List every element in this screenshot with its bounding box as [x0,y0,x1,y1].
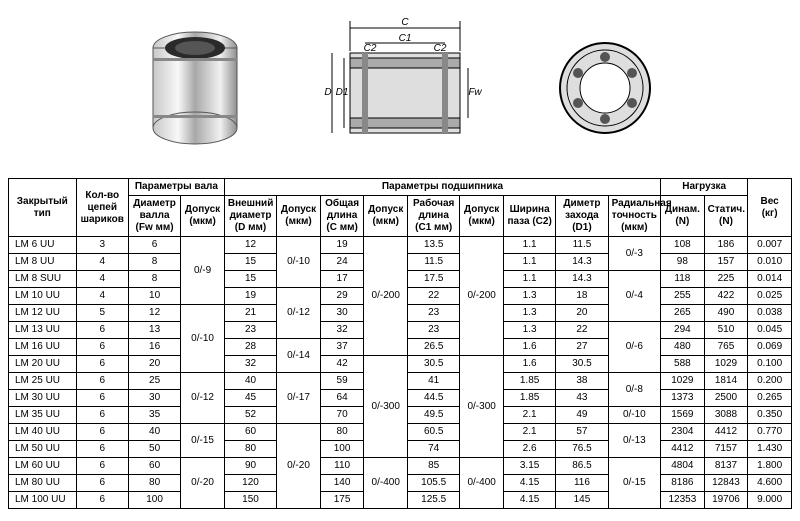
hdr-d1: Диметр захода (D1) [556,196,608,237]
label-D1: D1 [336,87,349,98]
hdr-radial: Радиальная точность (мкм) [608,196,660,237]
hdr-lenc: Общая длина (C мм) [320,196,364,237]
hdr-tol4: Допуск (мкм) [460,196,504,237]
label-D: D [324,87,331,98]
table-row: LM 20 UU62032420/-30030.50/-3001.630.558… [9,356,792,373]
label-Fw: Fw [468,87,482,98]
hdr-shaftd: Диаметр валла (Fw мм) [128,196,180,237]
label-C2b: C2 [434,43,447,54]
hdr-balls: Кол-во цепей шариков [76,179,128,237]
hdr-c1: Рабочая длина (C1 мм) [408,196,460,237]
hdr-outerd: Внешний диаметр (D мм) [224,196,276,237]
table-row: LM 60 UU6600/-20901100/-400850/-4003.158… [9,458,792,475]
hdr-weight: Вес (кг) [748,179,792,237]
hdr-tol1: Допуск (мкм) [181,196,225,237]
hdr-stat: Статич. (N) [704,196,748,237]
hdr-tol3: Допуск (мкм) [364,196,408,237]
diagram-area: C C1 C2 C2 D D1 Fw [8,8,792,168]
bearing-front-icon [550,33,660,143]
hdr-tol2: Допуск (мкм) [277,196,321,237]
bearing-3d-icon [140,23,250,153]
hdr-type: Закрытый тип [9,179,77,237]
hdr-group-bearing: Параметры подшипника [224,179,660,196]
hdr-group-load: Нагрузка [661,179,748,196]
label-C1: C1 [399,33,412,44]
label-C: C [401,17,409,28]
hdr-c2: Ширина паза (C2) [503,196,555,237]
table-row: LM 6 UU360/-9120/-10190/-20013.50/-2001.… [9,237,792,254]
spec-table: Закрытый тип Кол-во цепей шариков Параме… [8,178,792,509]
table-body: LM 6 UU360/-9120/-10190/-20013.50/-2001.… [9,237,792,509]
bearing-section-icon: C C1 C2 C2 D D1 Fw [310,13,490,163]
hdr-group-shaft: Параметры вала [128,179,224,196]
label-C2: C2 [364,43,377,54]
